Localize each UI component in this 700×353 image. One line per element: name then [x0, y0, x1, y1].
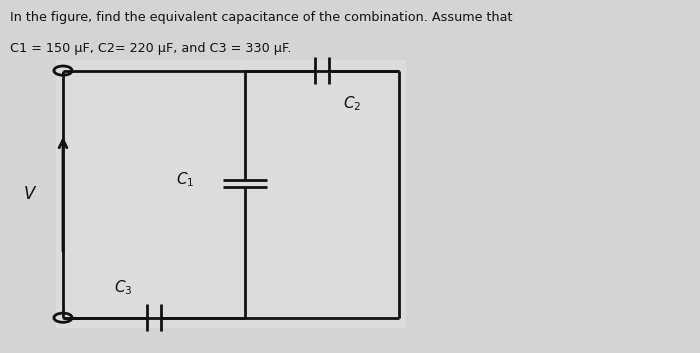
Text: $C_3$: $C_3$ [115, 279, 133, 297]
Bar [56, 60, 406, 328]
Text: V: V [24, 185, 35, 203]
Text: $C_1$: $C_1$ [176, 171, 195, 189]
Text: C1 = 150 μF, C2= 220 μF, and C3 = 330 μF.: C1 = 150 μF, C2= 220 μF, and C3 = 330 μF… [10, 42, 292, 55]
Text: $C_2$: $C_2$ [343, 95, 361, 113]
Text: In the figure, find the equivalent capacitance of the combination. Assume that: In the figure, find the equivalent capac… [10, 11, 513, 24]
